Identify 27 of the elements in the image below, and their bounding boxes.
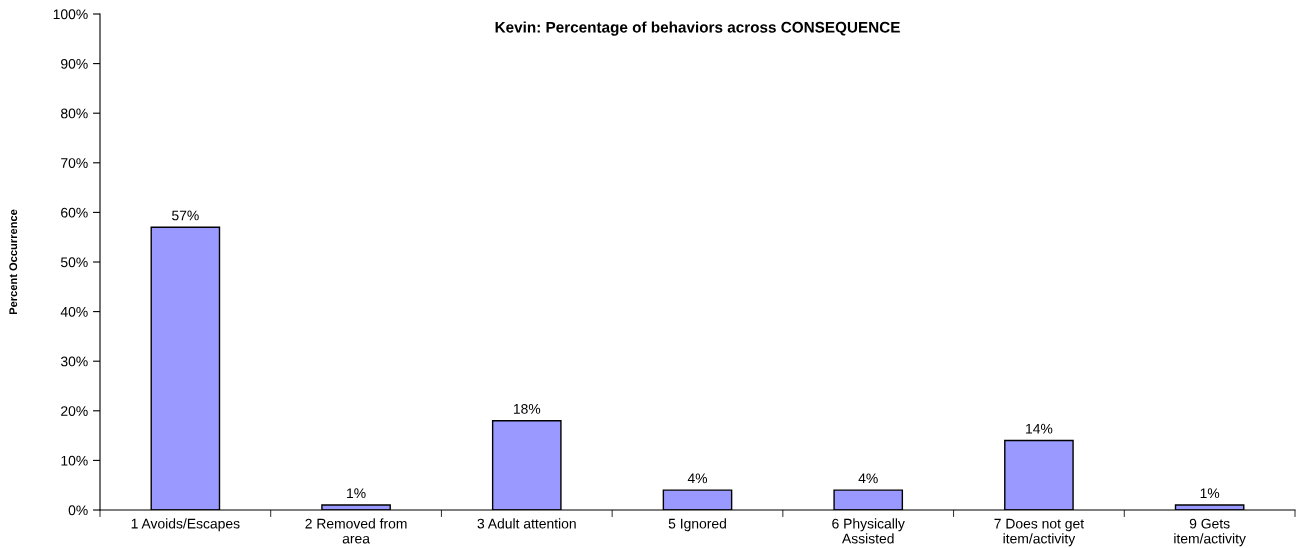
y-tick-label: 10%: [61, 455, 88, 466]
y-tick-label: 60%: [61, 207, 88, 218]
x-tick-label: 7 Does not get item/activity: [994, 518, 1084, 547]
y-tick-label: 40%: [60, 306, 88, 317]
data-label: 18%: [513, 403, 541, 414]
x-tick-label: 2 Removed from area: [305, 518, 407, 544]
y-tick-label: 30%: [60, 356, 88, 367]
data-label: 1%: [347, 488, 366, 499]
data-label: 1%: [1200, 488, 1220, 499]
data-label: 4%: [858, 473, 878, 484]
y-tick-label: 50%: [60, 257, 88, 268]
x-tick-label: 6 Physically Assisted: [832, 518, 905, 544]
x-tick-label: 5 Ignored: [668, 518, 726, 532]
y-tick-label: 80%: [61, 108, 88, 119]
y-tick-label: 20%: [61, 406, 88, 416]
chart-title: Kevin: Percentage of behaviors across CONSEQUENCE: [495, 21, 900, 36]
y-tick-label: 0%: [68, 505, 88, 516]
y-tick-label: 100%: [53, 9, 88, 20]
x-tick-label: 1 Avoids/Escapes: [131, 518, 240, 532]
data-label: 14%: [1026, 423, 1053, 434]
y-tick-label: 90%: [61, 58, 88, 69]
x-tick-label: 3 Adult attention: [477, 518, 576, 529]
data-label: 57%: [172, 210, 199, 221]
data-label: 4%: [687, 473, 708, 484]
y-tick-label: 70%: [61, 158, 88, 168]
y-axis-title: Percent Occurrence: [9, 209, 18, 315]
x-tick-label: 9 Gets item/activity: [1174, 518, 1246, 547]
